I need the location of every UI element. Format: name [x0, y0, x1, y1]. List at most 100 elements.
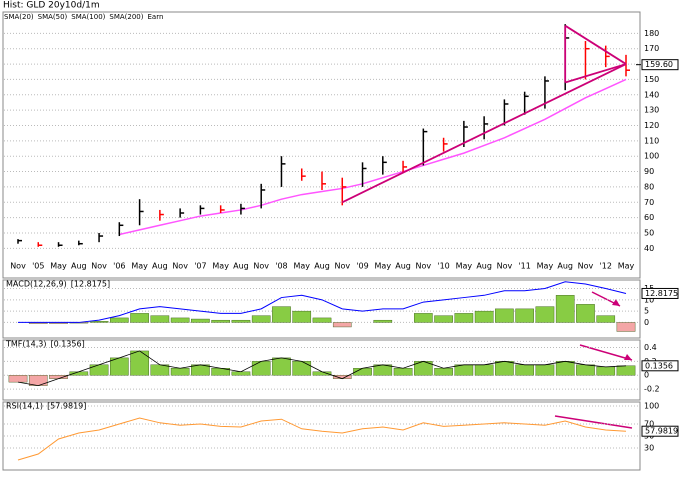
y-tick-label: 30: [644, 444, 654, 453]
x-tick-label: Nov: [172, 262, 188, 271]
x-tick-label: Aug: [233, 262, 249, 271]
histogram-bar: [515, 364, 534, 376]
y-tick-label: 80: [644, 182, 654, 191]
histogram-bar: [69, 371, 89, 376]
x-tick-label: Nov: [497, 262, 513, 271]
histogram-bar: [596, 315, 616, 323]
histogram-bar: [292, 310, 312, 323]
rsi-line: [17, 417, 627, 461]
y-tick-label: 0: [644, 318, 649, 327]
y-tick-label: 0.4: [644, 343, 657, 352]
trendline: [341, 63, 627, 204]
y-tick-label: 70: [644, 420, 654, 429]
x-tick-label: Aug: [314, 262, 330, 271]
y-tick-label: 40: [644, 244, 654, 253]
histogram-bar: [191, 318, 210, 323]
histogram-bar: [292, 361, 312, 376]
panel-title: TMF(14,3): [5, 340, 46, 349]
histogram-bar: [251, 315, 271, 323]
x-tick-label: '07: [194, 262, 206, 271]
histogram-bar: [555, 295, 575, 323]
panel-value: [0.1356]: [50, 340, 84, 349]
arrowhead: [624, 354, 632, 360]
x-tick-label: Nov: [416, 262, 432, 271]
histogram-bar: [434, 368, 453, 376]
histogram-bar: [89, 321, 109, 323]
histogram-bar: [89, 364, 109, 376]
last-value: 159.60: [645, 60, 673, 69]
panel-value: [57.9819]: [47, 402, 86, 411]
histogram-bar: [8, 375, 28, 383]
legend-entry: SMA(50): [38, 13, 68, 21]
x-tick-label: Nov: [253, 262, 269, 271]
x-tick-label: '12: [600, 262, 612, 271]
y-tick-label: 70: [644, 198, 654, 207]
histogram-bar: [272, 357, 291, 376]
y-tick-label: 110: [644, 136, 659, 145]
x-tick-label: '11: [518, 262, 530, 271]
histogram-bar: [191, 364, 210, 376]
price-panel: [2, 11, 641, 279]
y-tick-label: 10: [644, 295, 654, 304]
histogram-bar: [555, 361, 575, 376]
histogram-bar: [211, 319, 230, 323]
histogram-bar: [454, 313, 474, 323]
histogram-bar: [373, 319, 393, 323]
panel-title: RSI(14,1): [6, 402, 43, 411]
y-tick-label: -0.2: [644, 385, 660, 394]
histogram-bar: [49, 375, 68, 379]
histogram-bar: [251, 361, 271, 376]
x-tick-label: May: [131, 262, 148, 271]
histogram-bar: [495, 308, 514, 323]
y-tick-label: 5: [644, 307, 649, 316]
y-tick-label: 60: [644, 213, 654, 222]
histogram-bar: [312, 371, 332, 376]
histogram-bar: [535, 364, 555, 376]
panel-title: MACD(12,26,9): [6, 280, 67, 289]
x-tick-label: May: [293, 262, 310, 271]
x-tick-label: Nov: [10, 262, 26, 271]
y-tick-label: 90: [644, 167, 654, 176]
last-value: 57.9819: [645, 427, 678, 436]
last-value-box: [641, 287, 679, 299]
trendline: [564, 24, 627, 65]
x-tick-label: Nov: [334, 262, 350, 271]
histogram-bar: [170, 368, 190, 376]
x-tick-label: '05: [32, 262, 44, 271]
histogram-bar: [150, 364, 170, 376]
histogram-bar: [332, 322, 352, 328]
sma-line: [119, 78, 627, 236]
histogram-bar: [576, 364, 595, 376]
histogram-bar: [515, 308, 534, 323]
histogram-bar: [312, 317, 332, 323]
x-tick-label: '06: [113, 262, 125, 271]
last-value: 0.1356: [645, 361, 673, 370]
histogram-bar: [272, 306, 291, 323]
x-tick-label: '10: [437, 262, 449, 271]
x-tick-label: Aug: [71, 262, 87, 271]
x-tick-label: '08: [275, 262, 287, 271]
x-tick-label: May: [456, 262, 473, 271]
histogram-bar: [616, 365, 636, 376]
x-tick-label: May: [375, 262, 392, 271]
y-tick-label: 180: [644, 29, 659, 38]
histogram-bar: [130, 313, 149, 323]
x-tick-label: May: [50, 262, 67, 271]
tmf-line: [17, 350, 627, 387]
x-tick-label: Aug: [395, 262, 411, 271]
histogram-bar: [150, 315, 170, 323]
legend-entry: SMA(20): [4, 13, 34, 21]
macd-line: [18, 281, 627, 323]
histogram-bar: [130, 350, 149, 376]
arrowhead: [612, 299, 620, 306]
x-tick-label: May: [618, 262, 635, 271]
histogram-bar: [414, 313, 433, 323]
trendline: [564, 63, 627, 84]
trend-annotation: [554, 415, 633, 429]
legend-entry: Earn: [148, 13, 164, 21]
x-tick-label: May: [537, 262, 554, 271]
last-value-box: [641, 59, 679, 71]
last-value-box: [641, 360, 679, 372]
